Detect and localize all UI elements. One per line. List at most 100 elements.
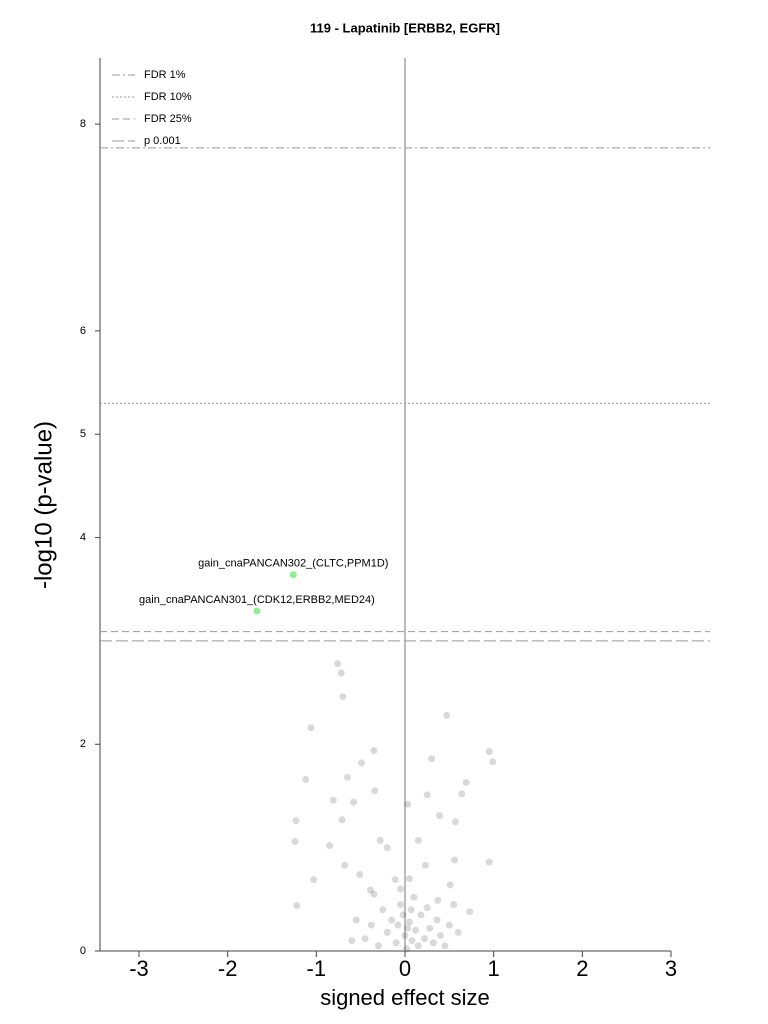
point	[293, 902, 301, 910]
point	[404, 924, 412, 932]
point	[417, 911, 425, 919]
point	[485, 858, 493, 866]
point	[337, 669, 345, 677]
point	[401, 931, 409, 939]
point	[412, 926, 420, 934]
highlight-point	[253, 607, 261, 615]
point	[446, 881, 454, 889]
point	[341, 861, 349, 869]
point	[394, 921, 402, 929]
legend-label: p 0.001	[144, 135, 181, 147]
point	[302, 775, 310, 783]
point	[451, 856, 459, 864]
point	[410, 893, 418, 901]
point	[388, 916, 396, 924]
point	[423, 904, 431, 912]
point	[489, 758, 497, 766]
x-tick-label: -1	[307, 956, 327, 981]
point	[408, 937, 416, 945]
x-tick-label: 3	[665, 956, 677, 981]
point	[405, 875, 413, 883]
point-annotation: gain_cnaPANCAN302_(CLTC,PPM1D)	[198, 558, 388, 570]
point	[338, 816, 346, 824]
point	[403, 945, 411, 953]
point	[399, 911, 407, 919]
point	[379, 906, 387, 914]
point	[291, 837, 299, 845]
point	[326, 842, 334, 850]
point	[329, 796, 337, 804]
point	[383, 844, 391, 852]
y-tick-label: 4	[80, 531, 86, 543]
highlight-point	[289, 571, 297, 579]
x-tick-label: -2	[218, 956, 238, 981]
point	[443, 711, 451, 719]
y-tick-label: 6	[80, 325, 86, 337]
point	[334, 660, 342, 668]
point	[436, 812, 444, 820]
point	[371, 787, 379, 795]
point	[423, 791, 431, 799]
point	[445, 921, 453, 929]
point	[374, 942, 382, 950]
point	[441, 942, 449, 950]
point	[454, 928, 462, 936]
point	[429, 939, 437, 947]
point	[348, 937, 356, 945]
point	[414, 942, 422, 950]
point	[436, 931, 444, 939]
y-tick-label: 0	[80, 945, 86, 957]
x-axis-label: signed effect size	[320, 985, 490, 1010]
point	[485, 748, 493, 756]
point	[352, 916, 360, 924]
point	[307, 724, 315, 732]
point	[452, 818, 460, 826]
legend-label: FDR 1%	[144, 69, 186, 81]
point	[426, 924, 434, 932]
point	[366, 886, 374, 894]
point	[414, 836, 422, 844]
y-tick-label: 5	[80, 428, 86, 440]
y-tick-label: 2	[80, 738, 86, 750]
point	[292, 817, 300, 825]
point	[450, 900, 458, 908]
point	[339, 693, 347, 701]
point	[397, 885, 405, 893]
point	[350, 798, 358, 806]
point	[370, 890, 378, 898]
y-axis-label: -log10 (p-value)	[30, 421, 57, 589]
x-tick-label: 2	[576, 956, 588, 981]
point	[434, 896, 442, 904]
x-tick-label: 1	[488, 956, 500, 981]
point	[433, 916, 441, 924]
point	[376, 836, 384, 844]
point	[405, 918, 413, 926]
legend-label: FDR 25%	[144, 113, 192, 125]
point-annotation: gain_cnaPANCAN301_(CDK12,ERBB2,MED24)	[139, 594, 375, 606]
point	[428, 755, 436, 763]
point	[358, 759, 366, 767]
point	[466, 908, 474, 916]
point	[367, 921, 375, 929]
y-tick-label: 8	[80, 118, 86, 130]
legend-label: FDR 10%	[144, 91, 192, 103]
point	[397, 900, 405, 908]
point	[361, 935, 369, 943]
x-tick-label: -3	[129, 956, 149, 981]
point	[370, 746, 378, 754]
point	[407, 906, 415, 914]
point	[310, 876, 318, 884]
point	[392, 939, 400, 947]
point	[356, 871, 364, 879]
point	[383, 928, 391, 936]
point	[462, 779, 470, 787]
chart-title: 119 - Lapatinib [ERBB2, EGFR]	[310, 20, 500, 35]
point	[421, 861, 429, 869]
point	[404, 800, 412, 808]
x-tick-label: 0	[399, 956, 411, 981]
point	[458, 790, 466, 798]
point	[421, 935, 429, 943]
point	[343, 773, 351, 781]
point	[391, 876, 399, 884]
